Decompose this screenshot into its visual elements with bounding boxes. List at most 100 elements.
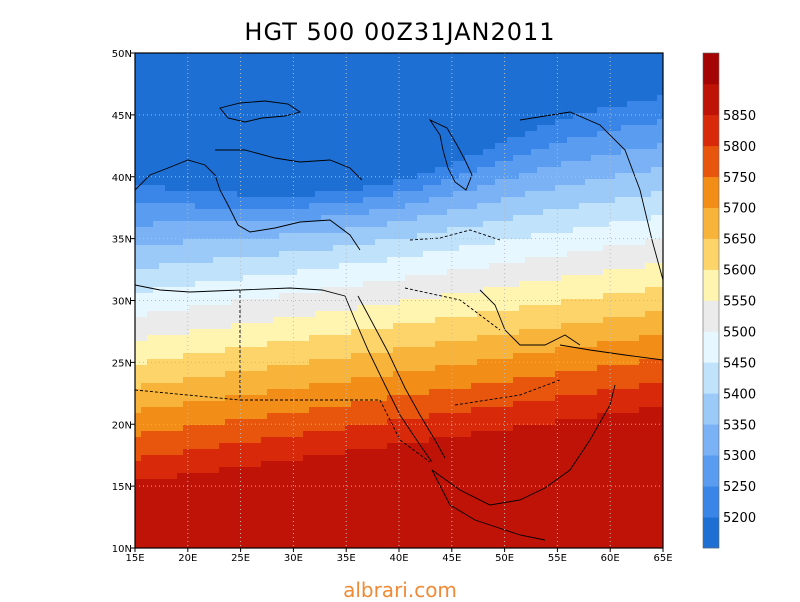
- field-cell: [483, 275, 490, 282]
- field-cell: [483, 305, 490, 312]
- field-cell: [495, 371, 502, 378]
- field-cell: [183, 89, 190, 96]
- field-cell: [243, 233, 250, 240]
- field-cell: [453, 95, 460, 102]
- field-cell: [165, 101, 172, 108]
- field-cell: [591, 203, 598, 210]
- field-cell: [315, 149, 322, 156]
- field-cell: [465, 203, 472, 210]
- field-cell: [495, 377, 502, 384]
- field-cell: [495, 251, 502, 258]
- field-cell: [273, 143, 280, 150]
- field-cell: [495, 299, 502, 306]
- field-cell: [165, 359, 172, 366]
- field-cell: [327, 167, 334, 174]
- field-cell: [375, 347, 382, 354]
- field-cell: [183, 113, 190, 120]
- field-cell: [615, 269, 622, 276]
- field-cell: [183, 119, 190, 126]
- field-cell: [531, 209, 538, 216]
- field-cell: [279, 275, 286, 282]
- field-cell: [597, 173, 604, 180]
- field-cell: [549, 239, 556, 246]
- field-cell: [657, 263, 663, 270]
- field-cell: [405, 185, 412, 192]
- field-cell: [447, 77, 454, 84]
- field-cell: [423, 215, 430, 222]
- field-cell: [135, 149, 142, 156]
- field-cell: [423, 179, 430, 186]
- field-cell: [441, 263, 448, 270]
- field-cell: [531, 137, 538, 144]
- field-cell: [519, 263, 526, 270]
- field-cell: [195, 257, 202, 264]
- field-cell: [183, 389, 190, 396]
- field-cell: [621, 77, 628, 84]
- field-cell: [471, 275, 478, 282]
- field-cell: [321, 347, 328, 354]
- field-cell: [615, 329, 622, 336]
- field-cell: [321, 71, 328, 78]
- field-cell: [279, 167, 286, 174]
- field-cell: [279, 263, 286, 270]
- field-cell: [615, 233, 622, 240]
- field-cell: [351, 299, 358, 306]
- field-cell: [351, 203, 358, 210]
- field-cell: [387, 329, 394, 336]
- field-cell: [411, 167, 418, 174]
- field-cell: [447, 311, 454, 318]
- field-cell: [189, 233, 196, 240]
- field-cell: [411, 383, 418, 390]
- field-cell: [477, 275, 484, 282]
- field-cell: [633, 317, 640, 324]
- field-cell: [441, 329, 448, 336]
- field-cell: [639, 287, 646, 294]
- field-cell: [381, 53, 388, 60]
- field-cell: [351, 353, 358, 360]
- field-cell: [141, 311, 148, 318]
- field-cell: [297, 221, 304, 228]
- field-cell: [339, 83, 346, 90]
- field-cell: [369, 287, 376, 294]
- field-cell: [477, 143, 484, 150]
- field-cell: [513, 347, 520, 354]
- field-cell: [381, 233, 388, 240]
- field-cell: [333, 71, 340, 78]
- field-cell: [435, 149, 442, 156]
- field-cell: [609, 149, 616, 156]
- field-cell: [183, 257, 190, 264]
- field-cell: [321, 185, 328, 192]
- field-cell: [573, 347, 580, 354]
- field-cell: [363, 149, 370, 156]
- field-cell: [267, 209, 274, 216]
- field-cell: [459, 347, 466, 354]
- field-cell: [135, 179, 142, 186]
- field-cell: [579, 185, 586, 192]
- field-cell: [561, 353, 568, 360]
- field-cell: [363, 269, 370, 276]
- field-cell: [615, 335, 622, 342]
- field-cell: [219, 281, 226, 288]
- field-cell: [249, 323, 256, 330]
- field-cell: [339, 347, 346, 354]
- field-cell: [417, 113, 424, 120]
- field-cell: [609, 383, 616, 390]
- field-cell: [327, 101, 334, 108]
- field-cell: [501, 251, 508, 258]
- field-cell: [543, 359, 550, 366]
- field-cell: [621, 245, 628, 252]
- field-cell: [267, 191, 274, 198]
- field-cell: [543, 317, 550, 324]
- field-cell: [573, 119, 580, 126]
- field-cell: [519, 71, 526, 78]
- field-cell: [171, 389, 178, 396]
- field-cell: [507, 191, 514, 198]
- field-cell: [387, 239, 394, 246]
- field-cell: [183, 371, 190, 378]
- field-cell: [549, 329, 556, 336]
- field-cell: [477, 95, 484, 102]
- field-cell: [639, 335, 646, 342]
- field-cell: [177, 359, 184, 366]
- field-cell: [639, 215, 646, 222]
- field-cell: [411, 203, 418, 210]
